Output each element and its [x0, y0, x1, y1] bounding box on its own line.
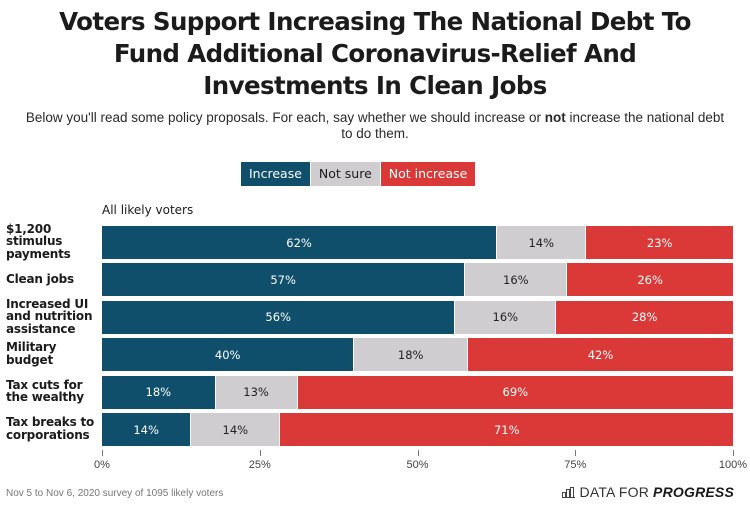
data-label: 14%	[133, 422, 159, 437]
category-label-line: assistance	[6, 321, 76, 336]
data-label: 14%	[222, 422, 249, 437]
data-label: 62%	[286, 235, 312, 250]
category-label-line: Clean jobs	[6, 271, 74, 286]
data-label: 26%	[637, 272, 663, 287]
bar-not-increase: 69%	[297, 375, 733, 409]
data-label: 18%	[397, 347, 424, 362]
category-label: Tax breaks to corporations	[6, 416, 100, 441]
legend-not-sure: Not sure	[310, 162, 380, 186]
brand-text: DATA FOR	[579, 484, 650, 500]
category-label-line: corporations	[6, 427, 90, 442]
bar-not-sure: 16%	[465, 263, 567, 297]
category-label-line: stimulus	[6, 234, 63, 249]
data-label: 28%	[631, 310, 658, 325]
data-label: 69%	[502, 385, 529, 400]
data-label: 18%	[145, 385, 172, 400]
category-label-line: Tax breaks to	[6, 415, 95, 429]
category-label-line: and nutrition	[6, 309, 93, 324]
legend-not-increase: Not increase	[380, 162, 476, 186]
x-tick	[575, 450, 577, 456]
legend: Increase Not sure Not increase	[241, 162, 476, 186]
bar-not-sure: 14%	[497, 226, 586, 259]
category-label-line: payments	[6, 246, 71, 261]
bar-not-sure: 13%	[215, 375, 297, 409]
chart-title: Voters Support Increasing The National D…	[0, 6, 750, 102]
bar-chart-logo-icon	[561, 487, 575, 498]
bar-increase: 18%	[102, 375, 215, 409]
data-label: 16%	[492, 310, 519, 325]
data-label: 23%	[646, 235, 673, 250]
data-label: 14%	[528, 235, 555, 250]
category-label-line: Increased UI	[6, 296, 89, 311]
category-label-line: budget	[6, 352, 53, 367]
x-tick	[102, 450, 103, 456]
bar-not-increase: 23%	[586, 226, 733, 259]
subtitle-text: increase the national debt to do them.	[341, 110, 725, 141]
bar-not-sure: 14%	[191, 413, 280, 446]
data-label: 57%	[270, 272, 296, 287]
category-label: Clean jobs	[6, 273, 100, 286]
x-tick-label: 75%	[564, 459, 587, 471]
group-label: All likely voters	[102, 203, 194, 217]
title-line: Investments In Clean Jobs	[203, 71, 547, 100]
bar-not-increase: 26%	[567, 263, 733, 297]
data-label: 13%	[243, 385, 269, 400]
data-label: 16%	[503, 272, 529, 287]
title-line: Fund Additional Coronavirus-Relief And	[113, 39, 637, 68]
brand-logo: DATA FOR PROGRESS	[561, 484, 734, 500]
bar-not-sure: 18%	[354, 338, 467, 372]
x-tick-label: 50%	[406, 459, 429, 471]
subtitle-text: Below you'll read some policy proposals.…	[25, 110, 545, 125]
data-label: 71%	[493, 422, 520, 437]
category-label-line: Tax cuts for	[6, 377, 83, 392]
data-label: 42%	[587, 347, 614, 362]
x-tick	[733, 450, 734, 456]
legend-increase: Increase	[241, 162, 310, 186]
bar-not-sure: 16%	[455, 300, 556, 334]
x-tick	[259, 450, 261, 456]
data-label: 56%	[265, 310, 291, 325]
title-line: Voters Support Increasing The National D…	[59, 7, 691, 36]
chart-subtitle: Below you'll read some policy proposals.…	[20, 110, 730, 142]
survey-note: Nov 5 to Nov 6, 2020 survey of 1095 like…	[6, 488, 224, 499]
bar-not-increase: 28%	[556, 300, 733, 334]
x-tick-label: 100%	[718, 459, 748, 471]
bar-increase: 57%	[102, 263, 465, 297]
category-label-line: $1,200	[6, 221, 52, 236]
bar-not-increase: 71%	[280, 413, 733, 446]
bar-increase: 56%	[102, 300, 455, 334]
category-label: Tax cuts for the wealthy	[6, 379, 100, 404]
category-label-line: Military	[6, 340, 57, 355]
category-label: Increased UI and nutrition assistance	[6, 298, 100, 336]
x-tick	[417, 450, 419, 456]
bar-increase: 62%	[102, 226, 497, 259]
data-label: 40%	[214, 347, 241, 362]
x-tick-label: 0%	[94, 459, 110, 471]
bar-increase: 14%	[102, 413, 191, 446]
brand-text-bold: PROGRESS	[653, 484, 734, 500]
category-label: Military budget	[6, 341, 100, 366]
subtitle-emphasis: not	[544, 110, 566, 125]
x-tick-label: 25%	[248, 459, 271, 471]
category-label: $1,200 stimulus payments	[6, 223, 100, 261]
bar-not-increase: 42%	[467, 338, 733, 372]
bar-increase: 40%	[102, 338, 354, 372]
category-label-line: the wealthy	[6, 390, 84, 405]
